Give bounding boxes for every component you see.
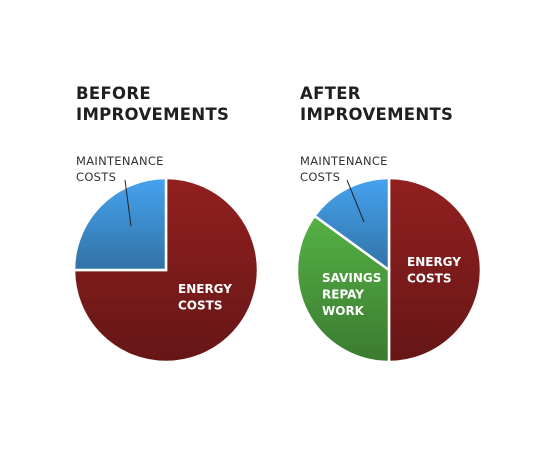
energy-slice xyxy=(72,176,260,364)
chart-title-line: IMPROVEMENTS xyxy=(300,105,454,124)
slice-label-line: COSTS xyxy=(407,272,451,286)
savings-slice xyxy=(295,214,391,364)
maintenance-leader-line xyxy=(124,179,132,227)
slice-label-line: ENERGY xyxy=(407,255,461,269)
slice-label-line: COSTS xyxy=(178,299,222,313)
callout-line: MAINTENANCE xyxy=(300,154,388,168)
slice-label-line: ENERGY xyxy=(178,282,232,296)
callout-line: MAINTENANCE xyxy=(76,154,164,168)
after-chart-panel: AFTER IMPROVEMENTS MAINTENANCE COSTS ENE… xyxy=(277,0,554,450)
energy-slice xyxy=(387,176,483,364)
chart-title: BEFORE IMPROVEMENTS xyxy=(76,83,229,125)
maintenance-slice xyxy=(72,176,168,272)
maintenance-slice xyxy=(312,176,391,273)
callout-line: COSTS xyxy=(300,170,341,184)
chart-title: AFTER IMPROVEMENTS xyxy=(300,83,453,125)
slice-label-line: REPAY xyxy=(322,288,364,302)
after-pie-chart: ENERGY COSTS SAVINGS REPAY WORK xyxy=(295,176,483,364)
chart-title-line: AFTER xyxy=(300,84,361,103)
chart-title-line: IMPROVEMENTS xyxy=(76,105,230,124)
savings-slice-label: SAVINGS REPAY WORK xyxy=(322,271,381,318)
maintenance-leader-line xyxy=(346,179,365,223)
energy-slice-label: ENERGY COSTS xyxy=(407,255,461,286)
energy-slice-label: ENERGY COSTS xyxy=(178,282,232,313)
slice-label-line: WORK xyxy=(322,304,365,318)
slice-label-line: SAVINGS xyxy=(322,271,381,285)
before-chart-panel: BEFORE IMPROVEMENTS MAINTENANCE COSTS EN… xyxy=(72,83,260,364)
callout-line: COSTS xyxy=(76,170,117,184)
before-pie-chart: ENERGY COSTS xyxy=(72,176,260,364)
chart-title-line: BEFORE xyxy=(76,84,151,103)
maintenance-callout-label: MAINTENANCE COSTS xyxy=(76,153,164,185)
maintenance-callout-label: MAINTENANCE COSTS xyxy=(300,153,388,185)
